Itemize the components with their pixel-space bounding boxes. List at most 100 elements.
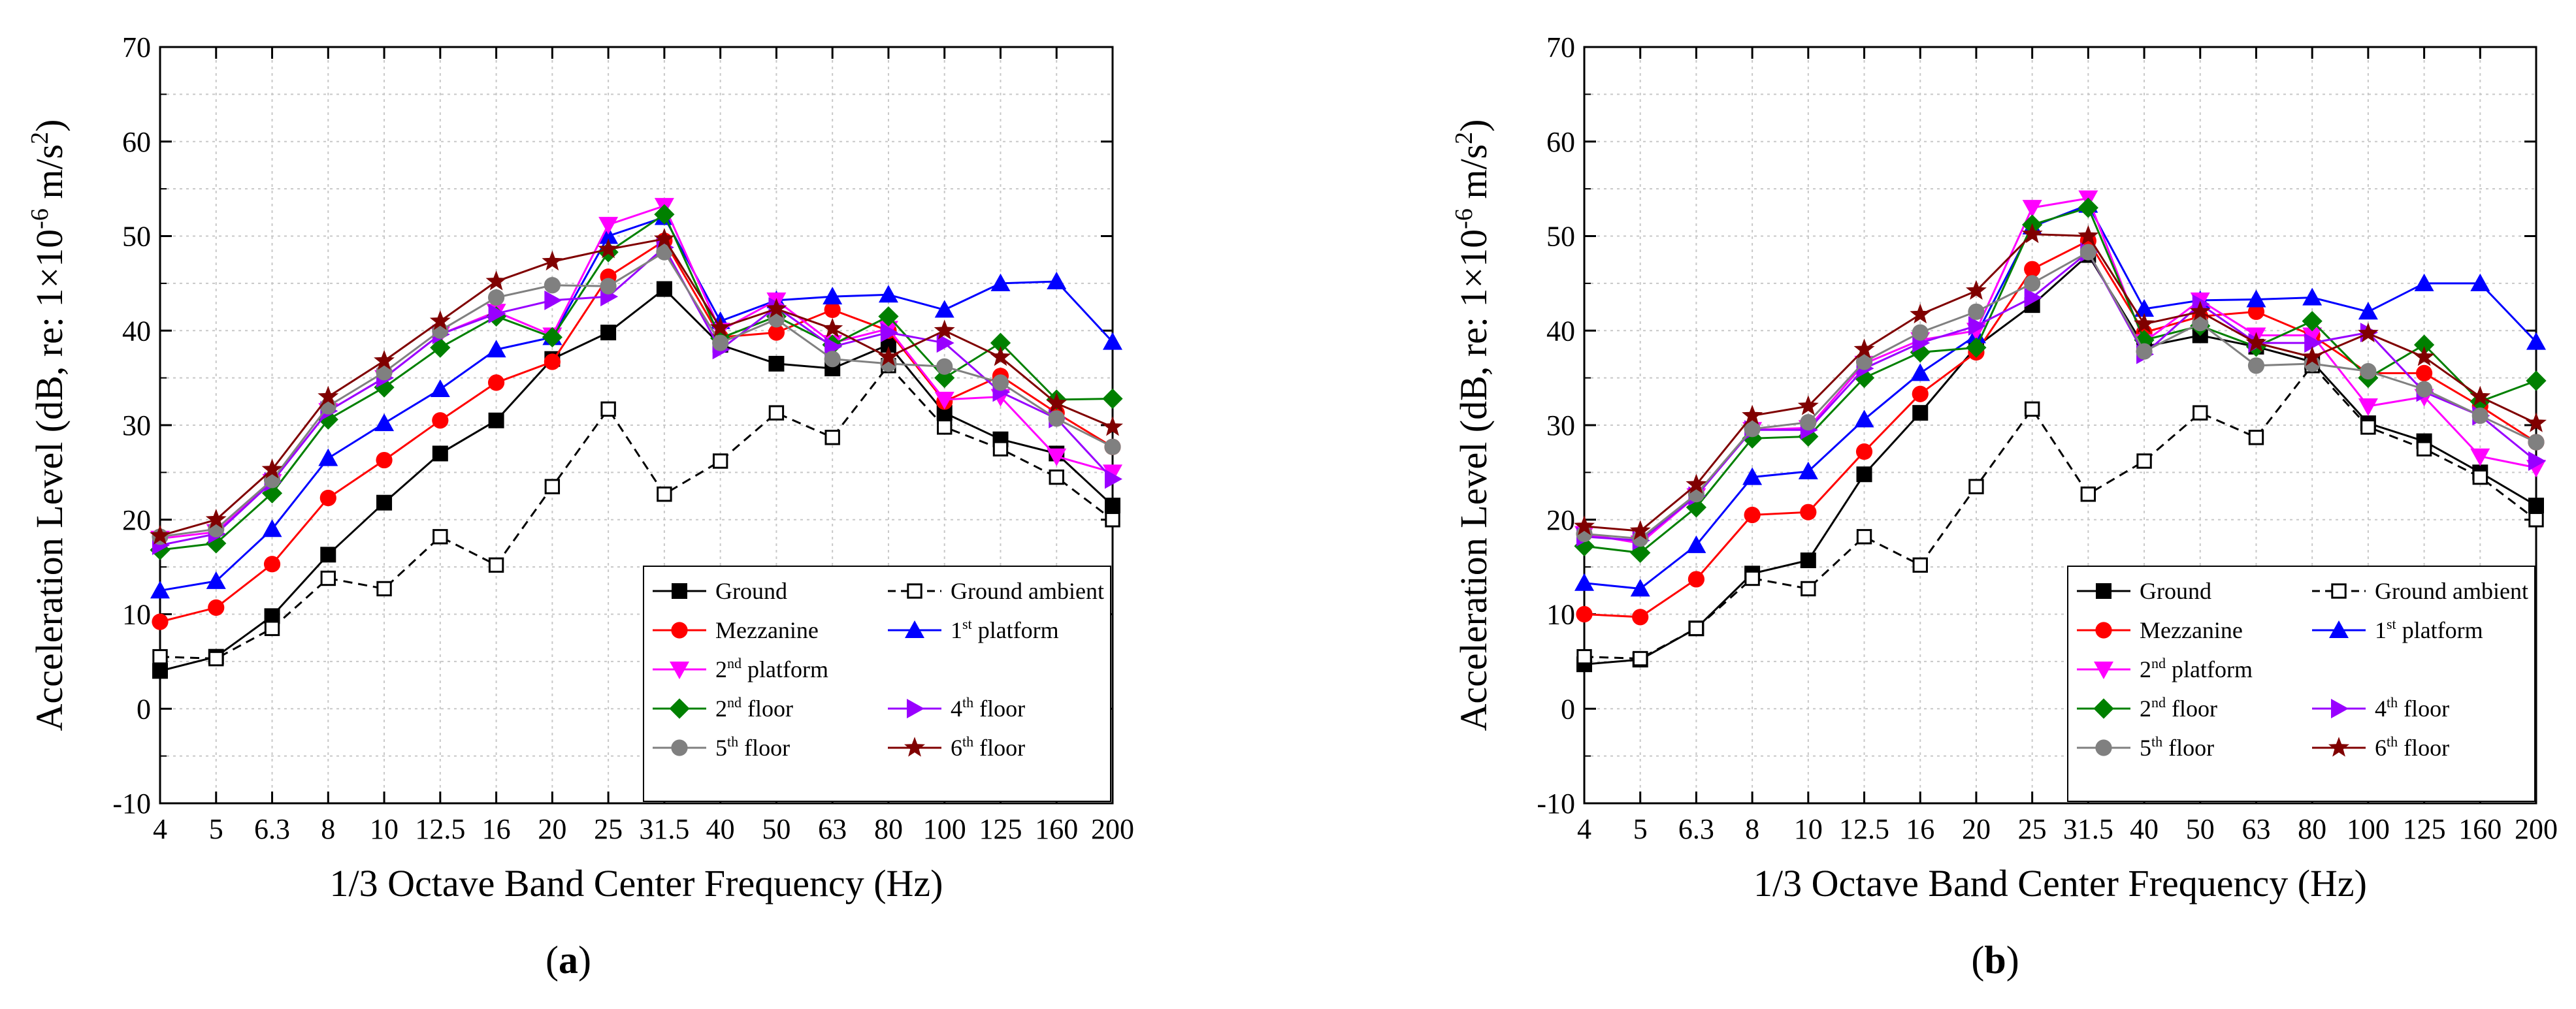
legend-marker <box>2093 698 2114 719</box>
data-point <box>1968 479 1984 494</box>
legend-label: 2nd floor <box>715 694 793 722</box>
data-point <box>2528 434 2545 451</box>
data-point <box>2302 327 2323 345</box>
data-point <box>2526 332 2546 350</box>
legend-marker <box>2331 699 2349 718</box>
x-tick-label: 40 <box>2130 813 2159 845</box>
x-tick-label: 16 <box>1906 813 1934 845</box>
data-point <box>264 620 280 636</box>
data-point <box>2358 302 2378 320</box>
data-point <box>1744 570 1760 586</box>
data-point <box>544 290 562 310</box>
data-point <box>1742 404 1763 425</box>
data-point <box>542 327 562 347</box>
data-point <box>2134 298 2155 317</box>
series-line <box>159 246 1114 547</box>
data-point <box>824 430 840 445</box>
legend-label: Ground ambient <box>2375 578 2528 604</box>
legend-label: 2nd floor <box>2140 694 2217 722</box>
legend-label: 5th floor <box>2140 733 2214 761</box>
data-point <box>1688 620 1704 636</box>
legend-marker <box>670 662 689 679</box>
y-axis-title: Acceleration Level (dB, re: 1×10-6 m/s2) <box>1450 120 1495 731</box>
data-point <box>2136 453 2152 469</box>
data-point <box>709 317 731 337</box>
x-tick-label: 8 <box>321 813 335 845</box>
data-point <box>1912 405 1929 421</box>
legend-label: 4th floor <box>951 694 1025 722</box>
data-point <box>2080 486 2096 502</box>
y-tick-label: 40 <box>122 315 151 347</box>
y-tick-label: -10 <box>112 788 151 820</box>
data-point <box>320 547 336 563</box>
legend-label: 2nd platform <box>715 655 828 682</box>
data-point <box>600 325 617 341</box>
data-point <box>1855 443 1873 460</box>
y-tick-label: 30 <box>1546 409 1575 441</box>
data-point <box>934 391 954 409</box>
data-point <box>2078 225 2099 246</box>
legend-box <box>643 566 1111 802</box>
data-point <box>2470 448 2490 466</box>
data-point <box>1102 416 1123 436</box>
x-tick-label: 10 <box>370 813 399 845</box>
data-point <box>1046 392 1068 413</box>
data-point <box>2470 385 2491 406</box>
series-1 <box>152 358 1120 667</box>
x-tick-label: 63 <box>2242 813 2270 845</box>
data-point <box>2302 287 2323 306</box>
data-point <box>1854 409 1874 428</box>
y-tick-label: 40 <box>1546 315 1575 347</box>
y-tick-label: 50 <box>122 221 151 253</box>
x-tick-label: 100 <box>2347 813 2390 845</box>
data-point <box>1968 303 1985 320</box>
legend-marker <box>672 583 687 599</box>
legend-marker <box>671 739 688 756</box>
data-point <box>1576 649 1592 665</box>
series-3 <box>150 207 1122 599</box>
data-point <box>318 448 338 466</box>
data-point <box>1687 571 1705 588</box>
data-point <box>2304 333 2323 353</box>
legend-label: Ground <box>2140 578 2211 604</box>
data-point <box>1047 448 1067 466</box>
series-line <box>1584 233 2537 532</box>
x-tick-label: 5 <box>1633 813 1648 845</box>
data-point <box>823 287 843 305</box>
series-7 <box>1576 244 2545 547</box>
data-point <box>376 364 393 381</box>
legend-marker <box>2094 662 2113 679</box>
data-point <box>656 281 672 297</box>
data-point <box>374 377 395 398</box>
data-point <box>2024 261 2041 278</box>
data-point <box>488 557 504 573</box>
data-point <box>1105 469 1122 489</box>
data-point <box>320 570 336 586</box>
data-point <box>487 289 505 306</box>
x-tick-label: 25 <box>594 813 623 845</box>
data-point <box>488 412 504 428</box>
data-point <box>2134 330 2155 351</box>
data-point <box>2528 498 2544 514</box>
x-tick-label: 200 <box>1091 813 1134 845</box>
data-point <box>2021 223 2043 244</box>
data-point <box>261 458 283 479</box>
x-tick-label: 31.5 <box>2063 813 2113 845</box>
data-point <box>2414 273 2434 291</box>
data-point <box>2470 273 2490 291</box>
data-point <box>2022 200 2042 218</box>
legend-label: 4th floor <box>2375 694 2449 722</box>
legend: Ground Ground ambient Mezzanine 1st platfor… <box>643 566 1111 802</box>
data-point <box>598 217 619 235</box>
series-line <box>1584 197 2537 545</box>
data-point <box>1797 395 1819 415</box>
data-point <box>2526 370 2547 391</box>
data-point <box>1853 338 1875 359</box>
data-point <box>990 332 1011 353</box>
data-point <box>1910 363 1931 381</box>
legend-marker <box>907 583 922 599</box>
data-point <box>768 355 785 372</box>
x-tick-label: 80 <box>874 813 903 845</box>
data-point <box>1855 353 1873 370</box>
